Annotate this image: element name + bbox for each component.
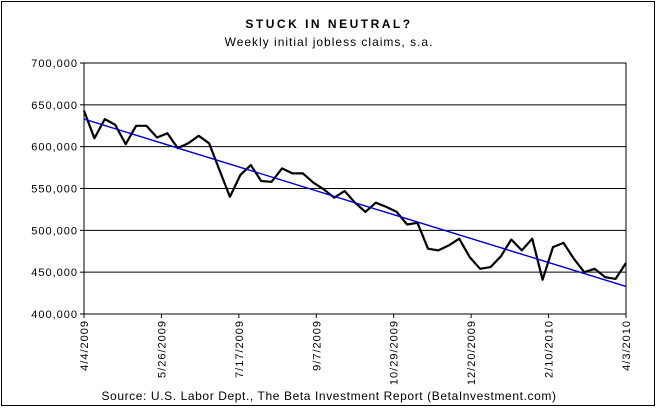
x-tick-label: 4/4/2009 bbox=[79, 320, 91, 371]
y-tick-label: 550,000 bbox=[31, 184, 78, 196]
x-tick-label: 5/26/2009 bbox=[156, 320, 168, 378]
chart-title: STUCK IN NEUTRAL? bbox=[245, 17, 412, 31]
claims-series-line bbox=[82, 110, 627, 281]
y-tick-label: 700,000 bbox=[31, 58, 78, 70]
chart-subtitle: Weekly initial jobless claims, s.a. bbox=[225, 35, 434, 49]
x-tick-label: 7/17/2009 bbox=[234, 320, 246, 378]
trend-line bbox=[83, 118, 627, 288]
y-axis: 400,000 450,000 500,000 550,000 600,000 650,0… bbox=[31, 58, 84, 321]
grid bbox=[83, 62, 627, 315]
y-tick-label: 650,000 bbox=[31, 100, 78, 112]
x-tick-label: 9/7/2009 bbox=[311, 320, 323, 371]
y-tick-label: 500,000 bbox=[31, 225, 78, 237]
y-tick-label: 400,000 bbox=[31, 309, 78, 321]
plot-area bbox=[82, 110, 627, 288]
x-tick-label: 2/10/2010 bbox=[544, 320, 556, 378]
y-tick-label: 450,000 bbox=[31, 267, 78, 279]
x-tick-label: 12/20/2009 bbox=[466, 320, 478, 385]
x-axis: 4/4/2009 5/26/2009 7/17/2009 9/7/2009 10/29/… bbox=[79, 314, 633, 385]
x-tick-label: 4/3/2010 bbox=[621, 320, 633, 371]
source-note: Source: U.S. Labor Dept., The Beta Inves… bbox=[101, 389, 556, 403]
y-tick-label: 600,000 bbox=[31, 142, 78, 154]
x-tick-label: 10/29/2009 bbox=[389, 320, 401, 385]
